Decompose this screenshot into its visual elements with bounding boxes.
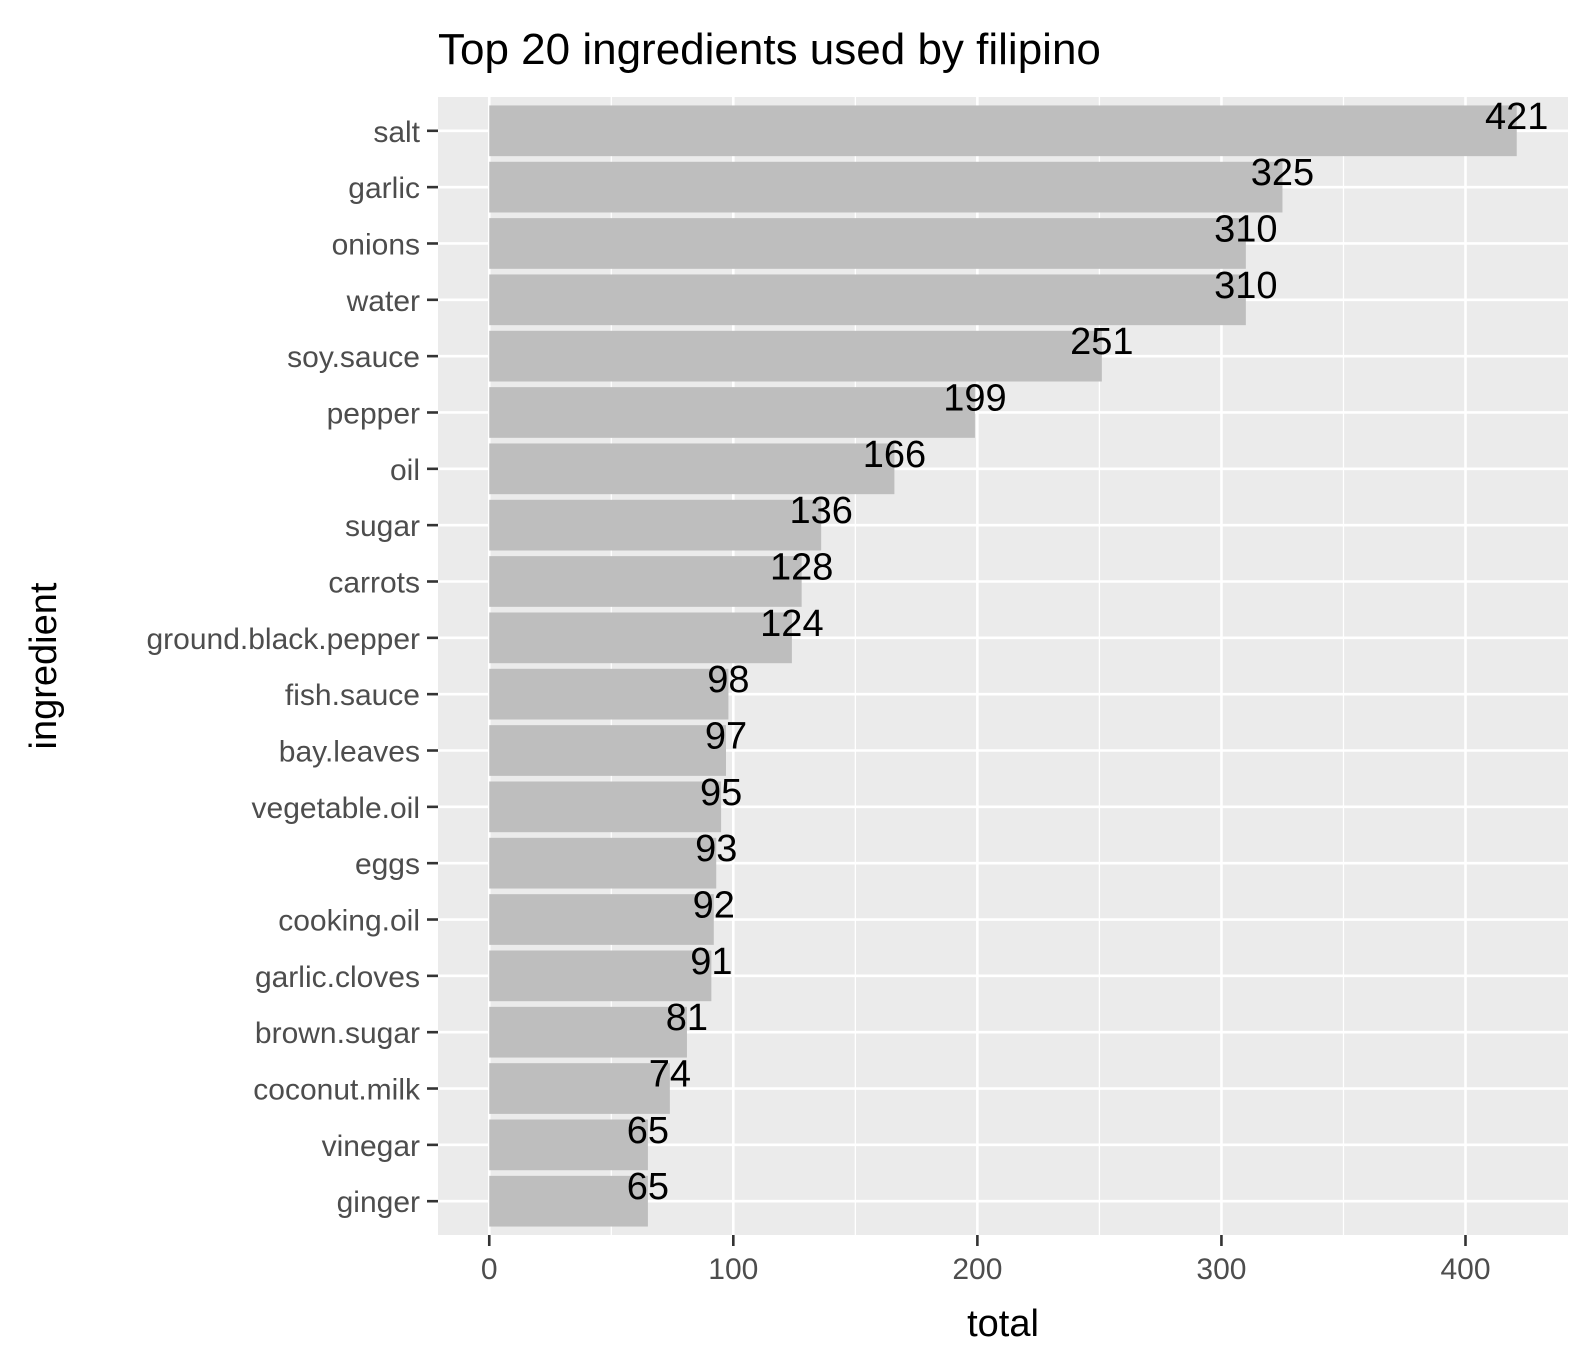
- x-tick-label: 200: [952, 1253, 1002, 1286]
- y-tick-label: vinegar: [322, 1130, 420, 1163]
- data-label: 65: [627, 1110, 669, 1152]
- x-tick-label: 0: [481, 1253, 498, 1286]
- y-tick-label: sugar: [345, 510, 420, 543]
- data-label: 97: [705, 716, 747, 758]
- data-label: 93: [695, 828, 737, 870]
- data-label: 128: [770, 546, 833, 588]
- data-label: 310: [1214, 265, 1277, 307]
- data-label: 199: [943, 377, 1006, 419]
- data-label: 74: [649, 1054, 691, 1096]
- y-tick-label: vegetable.oil: [252, 792, 420, 825]
- x-axis-title: total: [967, 1303, 1039, 1345]
- bar: [489, 781, 722, 833]
- data-label: 166: [863, 434, 926, 476]
- data-label: 92: [693, 885, 735, 927]
- bar: [489, 556, 802, 607]
- bar: [489, 725, 726, 776]
- data-label: 310: [1214, 208, 1277, 250]
- data-labels: 421 325 310 310 251 199 166 136 128 124 98 97 95 93 92…: [627, 96, 1549, 1208]
- y-tick-label: garlic: [348, 172, 420, 205]
- y-tick-label: garlic.cloves: [255, 961, 420, 994]
- data-label: 325: [1251, 152, 1314, 194]
- x-tick-label: 300: [1196, 1253, 1246, 1286]
- y-axis-title: ingredient: [23, 582, 65, 749]
- y-tick-label: water: [346, 285, 420, 318]
- data-label: 124: [760, 603, 823, 645]
- bar: [489, 161, 1283, 213]
- y-tick-label: carrots: [328, 566, 420, 599]
- bar: [489, 668, 729, 720]
- bars: [489, 105, 1517, 1227]
- bar: [489, 1119, 648, 1171]
- data-label: 98: [707, 659, 749, 701]
- data-label: 65: [627, 1166, 669, 1208]
- bar: [489, 1006, 687, 1058]
- data-label: 95: [700, 772, 742, 814]
- data-label: 91: [690, 941, 732, 983]
- data-label: 136: [789, 490, 852, 532]
- bar: [489, 612, 792, 664]
- bar: [489, 499, 822, 551]
- data-label: 421: [1485, 96, 1548, 138]
- bar: [489, 330, 1102, 382]
- y-tick-label: ginger: [337, 1186, 420, 1219]
- bar: [489, 274, 1246, 326]
- chart-title: Top 20 ingredients used by filipino: [438, 25, 1101, 74]
- bar: [489, 387, 975, 438]
- y-tick-label: cooking.oil: [278, 905, 420, 938]
- bar: [489, 443, 895, 495]
- x-axis: 0 100 200 300 400: [481, 1235, 1491, 1286]
- y-tick-label: soy.sauce: [287, 341, 420, 374]
- x-tick-label: 100: [708, 1253, 758, 1286]
- bar: [489, 894, 714, 945]
- data-label: 81: [666, 997, 708, 1039]
- y-tick-label: salt: [373, 116, 420, 149]
- bar: [489, 1063, 670, 1114]
- y-tick-label: onions: [332, 228, 420, 261]
- y-tick-label: bay.leaves: [279, 736, 420, 769]
- y-tick-label: fish.sauce: [285, 679, 420, 712]
- bar: [489, 218, 1246, 269]
- y-tick-label: coconut.milk: [253, 1074, 421, 1107]
- bar: [489, 837, 717, 889]
- y-axis: salt garlic onions water soy.sauce pepper oil s…: [146, 116, 438, 1219]
- y-tick-label: ground.black.pepper: [146, 623, 420, 656]
- bar: [489, 105, 1517, 157]
- x-tick-label: 400: [1440, 1253, 1490, 1286]
- y-tick-label: eggs: [355, 848, 420, 881]
- bar: [489, 950, 712, 1002]
- bar: [489, 1175, 648, 1227]
- y-tick-label: oil: [390, 454, 420, 487]
- y-tick-label: brown.sugar: [255, 1017, 420, 1050]
- data-label: 251: [1070, 321, 1133, 363]
- y-tick-label: pepper: [327, 397, 420, 430]
